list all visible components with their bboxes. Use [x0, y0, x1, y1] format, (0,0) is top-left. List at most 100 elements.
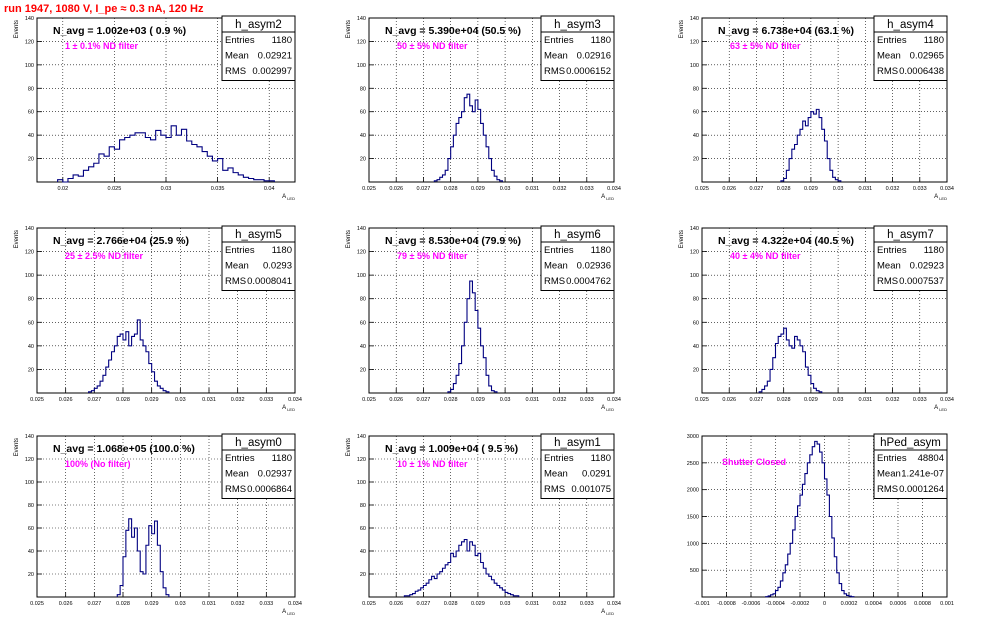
filter-label: 63 ± 5% ND filter: [730, 41, 801, 51]
y-tick-label: 100: [357, 480, 366, 486]
x-tick-label: 0.034: [607, 397, 621, 403]
x-tick-label: 0.034: [288, 601, 302, 607]
x-axis-title: A LED: [601, 194, 614, 201]
x-tick-label: 0.026: [59, 601, 73, 607]
histogram-panel-h_asym2: 0.02 0.025 0.03 0.035 0.04 20 40 60 80 100 120 140 E…: [14, 15, 296, 201]
x-tick-label: 0.025: [108, 186, 122, 192]
navg-label: N_avg = 1.068e+05 (100.0 %): [53, 443, 195, 455]
stats-label-entries: Entries: [544, 35, 574, 46]
y-tick-label: 80: [693, 86, 699, 92]
histogram-series: [57, 125, 275, 183]
histogram-name: h_asym1: [554, 437, 601, 449]
x-tick-label: 0.025: [362, 601, 376, 607]
y-tick-label: 500: [690, 568, 699, 574]
x-tick-label: -0.0004: [766, 601, 785, 607]
x-axis-title-main: A: [282, 194, 286, 200]
x-tick-label: 0.026: [59, 397, 73, 403]
y-tick-label: 40: [28, 133, 34, 139]
y-tick-label: 20: [28, 367, 34, 373]
y-tick-label: 60: [28, 110, 34, 116]
filter-label: 25 ± 2.5% ND filter: [65, 251, 143, 261]
y-tick-label: 140: [25, 226, 34, 232]
y-tick-label: 20: [28, 157, 34, 163]
y-tick-label: 20: [693, 367, 699, 373]
y-tick-label: 80: [28, 503, 34, 509]
y-tick-label: 40: [693, 344, 699, 350]
x-axis-title-subscript: LED: [605, 196, 614, 201]
stats-value-entries: 1180: [591, 35, 611, 46]
histogram-series: [765, 440, 855, 598]
filter-label: 10 ± 1% ND filter: [397, 459, 468, 469]
histogram-name: h_asym4: [887, 19, 934, 31]
x-axis-title-subscript: LED: [286, 196, 295, 201]
x-tick-label: 0.032: [553, 186, 567, 192]
histogram-panel-hPed_asym: -0.001 -0.0008 -0.0006 -0.0004 -0.0002 0 0.000…: [687, 433, 954, 607]
y-tick-label: 60: [360, 320, 366, 326]
x-tick-label: 0.025: [695, 186, 709, 192]
stats-value-mean: 0.02965: [910, 51, 944, 62]
y-tick-label: 20: [360, 572, 366, 578]
x-tick-label: 0.034: [940, 397, 954, 403]
y-tick-label: 140: [690, 226, 699, 232]
x-tick-label: 0.029: [471, 601, 485, 607]
y-tick-label: 120: [357, 250, 366, 256]
x-tick-label: 0.028: [116, 397, 130, 403]
x-tick-label: 0.028: [444, 186, 458, 192]
navg-label: N_avg = 1.002e+03 ( 0.9 %): [53, 25, 186, 37]
stats-label-rms: RMS: [225, 66, 246, 77]
x-tick-label: 0.031: [525, 186, 539, 192]
x-tick-label: 0.027: [417, 186, 431, 192]
stats-value-entries: 1180: [924, 35, 944, 46]
x-tick-label: 0.029: [145, 601, 159, 607]
filter-label: 1 ± 0.1% ND filter: [65, 41, 138, 51]
x-tick-label: 0.0004: [865, 601, 882, 607]
x-axis-title: A LED: [601, 405, 614, 412]
histogram-panel-h_asym1: 0.025 0.026 0.027 0.028 0.029 0.03 0.031 0.032 0…: [346, 433, 621, 616]
x-tick-label: 0.025: [695, 397, 709, 403]
stats-value-mean: 0.02921: [258, 51, 292, 62]
x-axis-title-main: A: [601, 405, 605, 411]
x-tick-label: 0.028: [777, 186, 791, 192]
x-tick-label: 0.028: [444, 397, 458, 403]
stats-value-mean: 0.02937: [258, 469, 292, 480]
x-tick-label: 0.03: [161, 186, 172, 192]
y-tick-label: 60: [360, 526, 366, 532]
stats-box-body: [540, 31, 615, 81]
y-tick-label: 40: [28, 344, 34, 350]
y-tick-label: 40: [28, 549, 34, 555]
stats-value-entries: 1180: [591, 245, 611, 256]
stats-value-entries: 1180: [272, 245, 292, 256]
histogram-name: h_asym3: [554, 19, 601, 31]
x-tick-label: 0.027: [417, 601, 431, 607]
x-tick-label: 0.031: [858, 186, 872, 192]
y-tick-label: 2000: [687, 488, 699, 494]
histogram-series: [447, 280, 498, 393]
y-tick-label: 40: [360, 344, 366, 350]
x-tick-label: 0: [823, 601, 826, 607]
x-axis-title-main: A: [934, 194, 938, 200]
x-axis-title-main: A: [282, 405, 286, 411]
y-axis-title: Events: [14, 20, 20, 38]
filter-label: 40 ± 4% ND filter: [730, 251, 801, 261]
y-tick-label: 80: [28, 86, 34, 92]
x-axis-title: A LED: [282, 194, 295, 201]
y-tick-label: 60: [360, 110, 366, 116]
stats-label-entries: Entries: [877, 453, 907, 464]
y-tick-label: 120: [25, 250, 34, 256]
y-tick-label: 1500: [687, 515, 699, 521]
x-axis-title-main: A: [601, 609, 605, 615]
x-axis-title-subscript: LED: [938, 407, 947, 412]
x-tick-label: 0.027: [750, 186, 764, 192]
histogram-panel-h_asym4: 0.025 0.026 0.027 0.028 0.029 0.03 0.031 0.032 0…: [679, 15, 954, 201]
filter-label: 50 ± 5% ND filter: [397, 41, 468, 51]
y-tick-label: 40: [360, 133, 366, 139]
histogram-name: hPed_asym: [880, 437, 941, 449]
y-tick-label: 1000: [687, 541, 699, 547]
x-tick-label: 0.032: [231, 601, 245, 607]
histogram-series: [88, 319, 170, 393]
stats-label-mean: Mean: [877, 469, 901, 480]
stats-box-body: [873, 449, 948, 499]
y-tick-label: 140: [357, 226, 366, 232]
stats-value-entries: 48804: [918, 453, 944, 464]
